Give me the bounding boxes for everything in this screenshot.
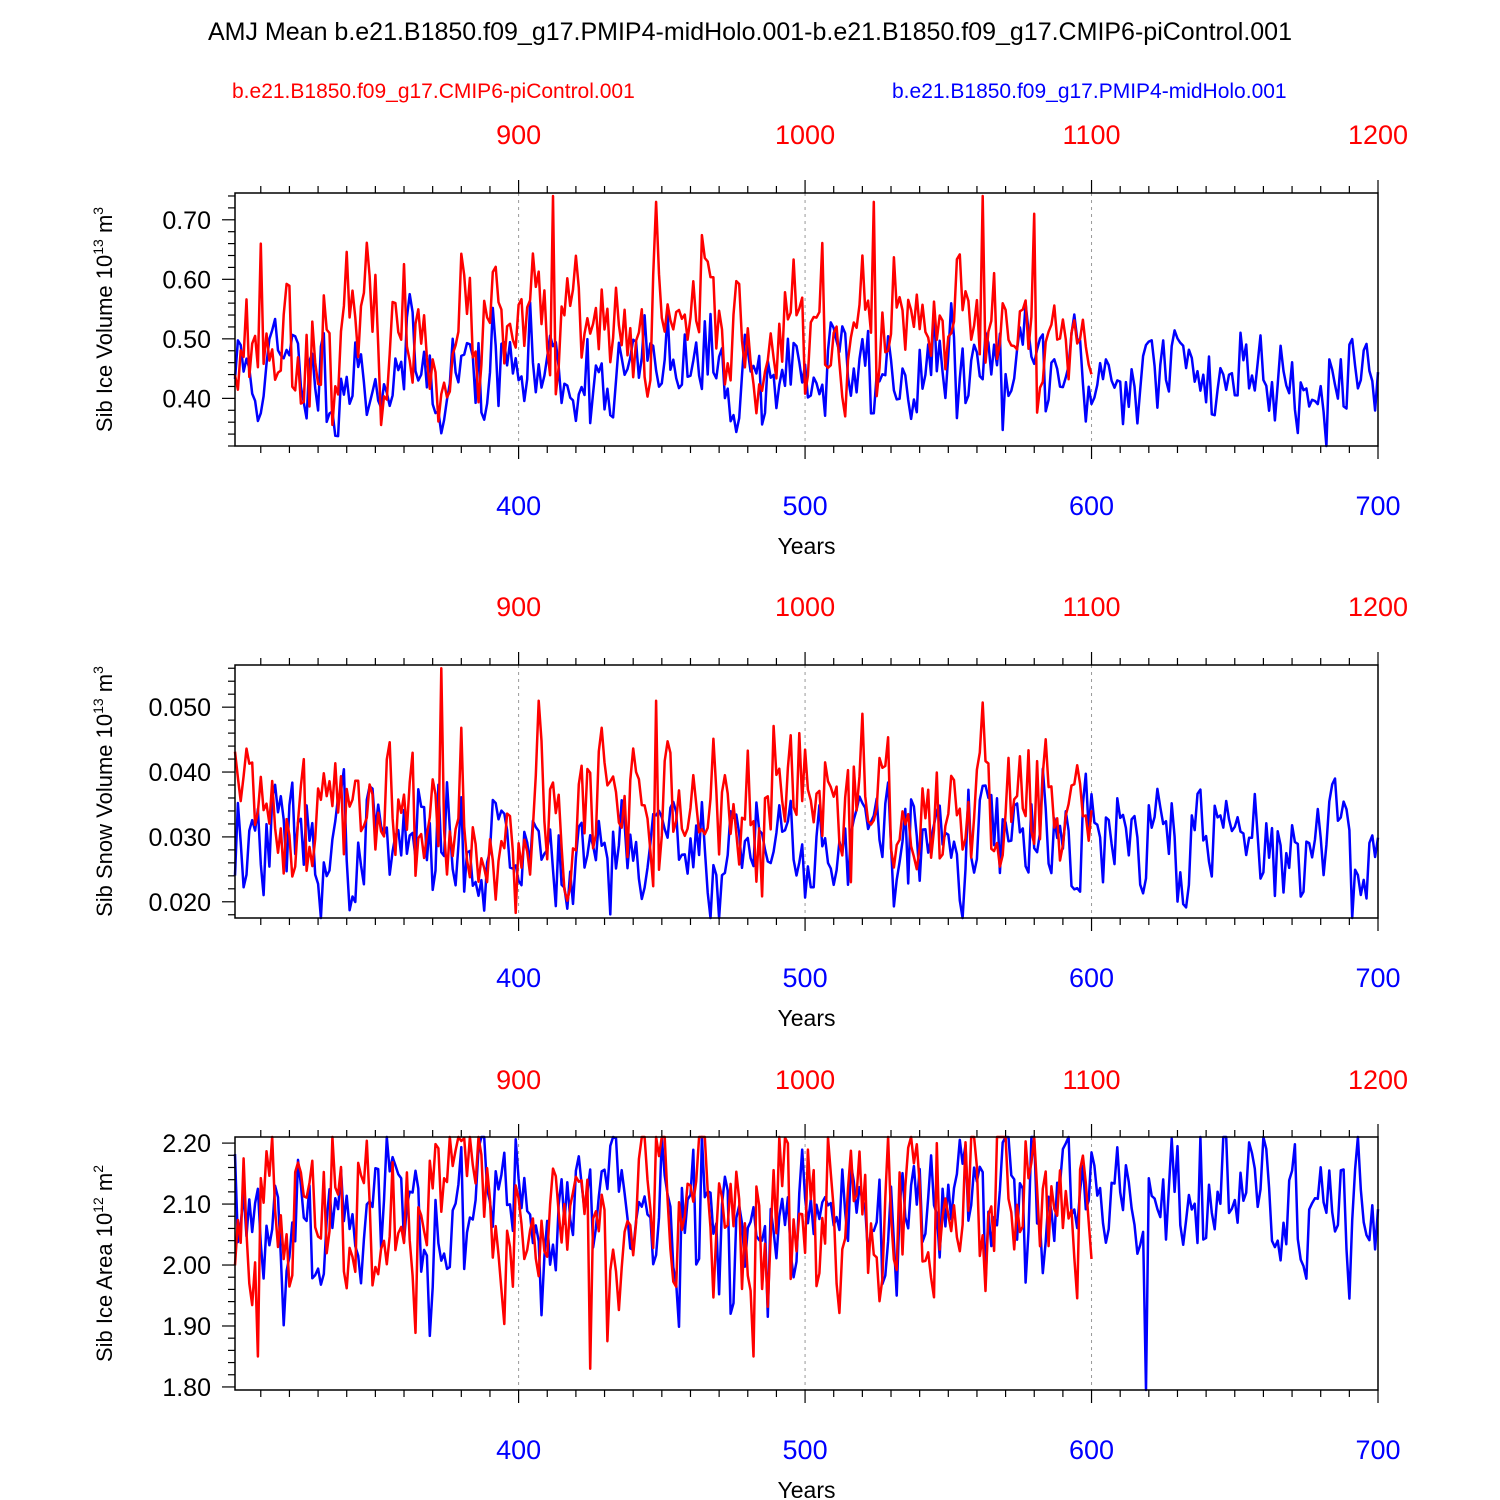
panel-3: 1.80 1.90 2.00 2.10 2.20 400 500 600 700 900 1000 1… (90, 1065, 1408, 1500)
y-tick-label: 0.030 (148, 824, 211, 852)
panel-2: 0.020 0.030 0.040 0.050 400 500 600 700 900 1000 1… (90, 592, 1408, 1031)
y-tick-label: 0.020 (148, 889, 211, 917)
x-bottom-tick-label: 700 (1355, 491, 1400, 521)
x-bottom-tick-label: 600 (1069, 1435, 1114, 1465)
y-tick-label: 2.00 (162, 1252, 211, 1280)
x-top-tick-label: 900 (496, 1065, 541, 1095)
x-top-tick-label: 1100 (1063, 592, 1121, 622)
x-bottom-tick-label: 700 (1355, 1435, 1400, 1465)
y-tick-label: 0.40 (162, 385, 211, 413)
x-bottom-tick-label: 600 (1069, 963, 1114, 993)
plot-frame (234, 1136, 1379, 1391)
y-tick-label: 2.20 (162, 1130, 211, 1158)
y-tick-label: 0.50 (162, 326, 211, 354)
y-tick-label: 0.70 (162, 207, 211, 235)
x-axis-label: Years (778, 1477, 836, 1500)
plot-frame (234, 192, 1379, 447)
y-axis-label-exponent: 13 (90, 698, 106, 714)
x-top-tick-label: 1000 (775, 592, 835, 622)
y-tick-label: 0.60 (162, 266, 211, 294)
x-bottom-tick-label: 600 (1069, 491, 1114, 521)
x-top-tick-label: 1200 (1348, 1065, 1408, 1095)
series-line-control (233, 194, 1093, 427)
plot-frame (234, 664, 1379, 919)
y-axis-label-text: Sib Snow Volume 10 (92, 714, 117, 917)
y-axis-label-exponent: 3 (90, 666, 106, 674)
y-axis-label-text: Sib Ice Volume 10 (92, 255, 117, 432)
legend-control: b.e21.B1850.f09_g17.CMIP6-piControl.001 (232, 80, 635, 103)
x-bottom-tick-label: 500 (783, 1435, 828, 1465)
x-top-tick-label: 1000 (775, 1065, 835, 1095)
panel-1: 0.40 0.50 0.60 0.70 400 500 600 700 900 1000 1100 1… (90, 120, 1408, 559)
x-bottom-tick-label: 500 (783, 963, 828, 993)
y-tick-label: 1.80 (162, 1374, 211, 1402)
y-axis-label-text: m (92, 215, 117, 239)
series-line-midholo (233, 767, 1380, 920)
x-top-tick-label: 1200 (1348, 120, 1408, 150)
legend-midholo: b.e21.B1850.f09_g17.PMIP4-midHolo.001 (892, 80, 1287, 103)
y-tick-label: 1.90 (162, 1313, 211, 1341)
y-tick-label: 0.040 (148, 759, 211, 787)
y-axis-label-exponent: 3 (90, 207, 106, 215)
series-line-control (233, 666, 1093, 915)
figure-title: AMJ Mean b.e21.B1850.f09_g17.PMIP4-midHo… (207, 18, 1292, 46)
x-top-tick-label: 1100 (1063, 1065, 1121, 1095)
x-bottom-tick-label: 700 (1355, 963, 1400, 993)
x-top-tick-label: 1000 (775, 120, 835, 150)
x-top-tick-label: 900 (496, 120, 541, 150)
x-top-tick-label: 1200 (1348, 592, 1408, 622)
y-axis-label-exponent: 13 (90, 239, 106, 255)
y-tick-label: 2.10 (162, 1191, 211, 1219)
x-axis-label: Years (778, 533, 836, 559)
y-axis-label-text: m (92, 1173, 117, 1197)
x-top-tick-label: 1100 (1063, 120, 1121, 150)
y-axis-label-text: Sib Ice Area 10 (92, 1213, 117, 1362)
x-bottom-tick-label: 400 (496, 1435, 541, 1465)
x-bottom-tick-label: 400 (496, 491, 541, 521)
y-tick-label: 0.050 (148, 694, 211, 722)
y-axis-label-exponent: 12 (90, 1197, 106, 1213)
y-axis-label-text: m (92, 674, 117, 698)
y-axis-label-exponent: 2 (90, 1165, 106, 1173)
x-axis-label: Years (778, 1005, 836, 1031)
y-axis-label: Sib Snow Volume 1013 m3 (90, 666, 117, 917)
y-axis-label: Sib Ice Volume 1013 m3 (90, 207, 117, 432)
x-top-tick-label: 900 (496, 592, 541, 622)
x-bottom-tick-label: 500 (783, 491, 828, 521)
y-axis-label: Sib Ice Area 1012 m2 (90, 1165, 117, 1362)
x-bottom-tick-label: 400 (496, 963, 541, 993)
